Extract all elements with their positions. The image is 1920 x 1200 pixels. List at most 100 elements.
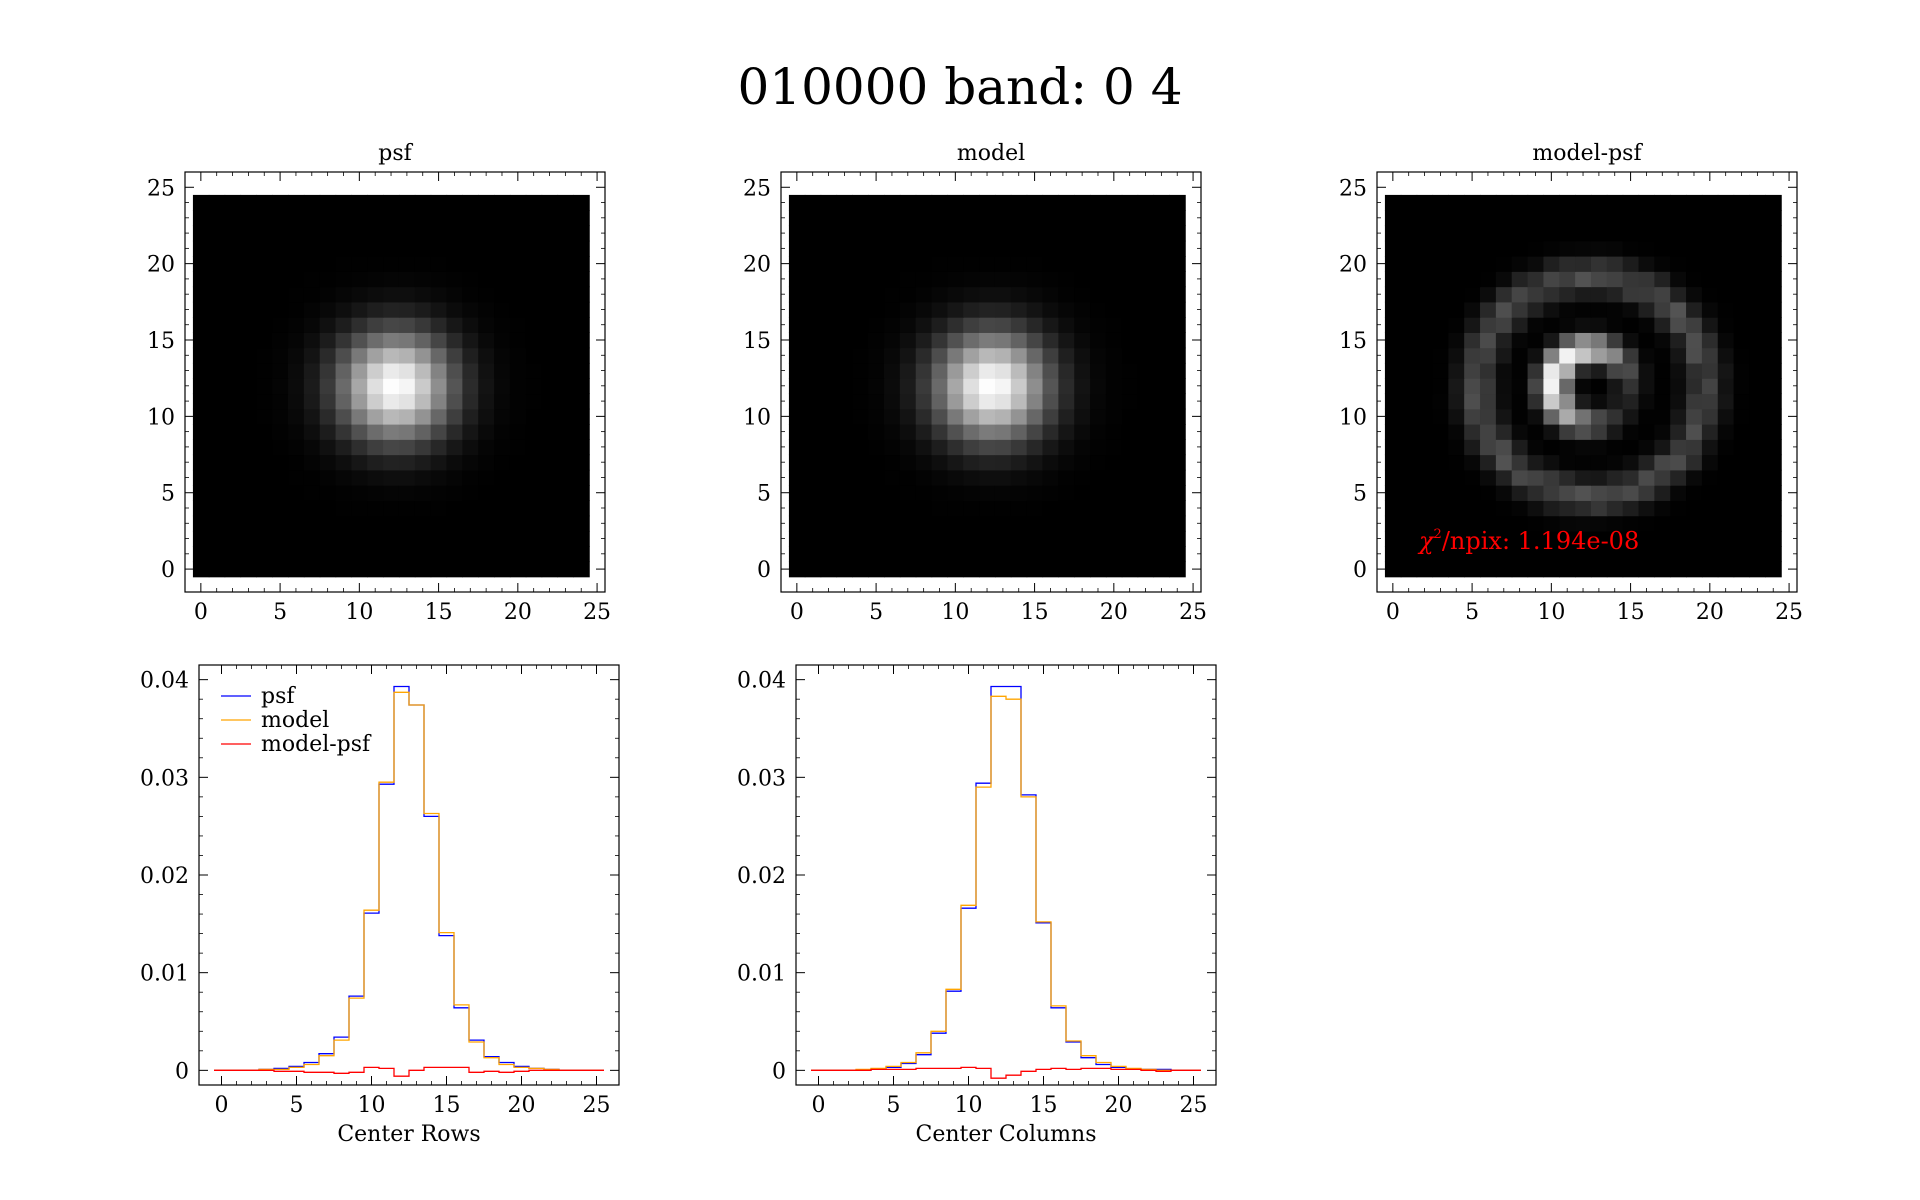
heatmap-cell (478, 362, 495, 379)
heatmap-cell (931, 332, 949, 349)
heatmap-cell (979, 225, 996, 242)
heatmap-cell (1169, 500, 1186, 517)
heatmap-cell (1464, 561, 1481, 578)
heatmap-cell (1749, 347, 1766, 364)
heatmap-cell (852, 530, 869, 547)
heatmap-cell (1448, 424, 1465, 440)
heatmap-cell (367, 194, 384, 211)
heatmap-cell (1575, 439, 1592, 456)
heatmap-cell (1058, 530, 1075, 547)
heatmap-cell (1765, 286, 1782, 303)
heatmap-cell (224, 347, 242, 364)
heatmap-cell (303, 515, 321, 532)
heatmap-cell (788, 485, 806, 501)
heatmap-cell (868, 469, 885, 486)
heatmap-cell (509, 469, 527, 486)
heatmap-cell (1058, 256, 1075, 272)
heatmap-cell (1559, 271, 1576, 288)
heatmap-cell (1495, 332, 1513, 349)
heatmap-cell (525, 500, 543, 517)
heatmap-cell (1701, 256, 1719, 272)
heatmap-cell (1026, 561, 1044, 578)
heatmap-cell (994, 515, 1012, 532)
heatmap-cell (804, 271, 822, 288)
heatmap-cell (1153, 347, 1170, 364)
heatmap-cell (1432, 515, 1449, 532)
heatmap-cell (963, 271, 980, 288)
heatmap-cell (1527, 301, 1545, 318)
heatmap-cell (899, 240, 917, 257)
heatmap-cell (288, 194, 305, 211)
heatmap-cell (494, 424, 511, 440)
heatmap-cell (931, 439, 949, 456)
heatmap-cell (868, 210, 885, 227)
heatmap-cell (573, 210, 590, 227)
heatmap-cell (884, 225, 901, 242)
heatmap-cell (1153, 515, 1170, 532)
heatmap-cell (509, 225, 527, 242)
x-tick-label: 5 (1465, 600, 1479, 625)
heatmap-cell (1686, 301, 1703, 318)
heatmap-cell (788, 530, 806, 547)
x-tick-label: 25 (1179, 600, 1207, 625)
heatmap-cell (820, 515, 838, 532)
heatmap-cell (1575, 378, 1592, 395)
heatmap-cell (1464, 378, 1481, 395)
heatmap-cell (1432, 546, 1449, 563)
heatmap-cell (192, 439, 210, 456)
heatmap-cell (1464, 332, 1481, 349)
heatmap-cell (446, 347, 463, 364)
heatmap-cell (557, 362, 574, 379)
heatmap-cell (288, 546, 305, 563)
heatmap-cell (335, 530, 353, 547)
heatmap-cell (1400, 317, 1418, 333)
heatmap-cell (303, 317, 321, 333)
heatmap-cell (1590, 240, 1608, 257)
heatmap-cell (1010, 454, 1028, 471)
heatmap-cell (557, 256, 574, 272)
heatmap-cell (541, 515, 559, 532)
heatmap-cell (979, 256, 996, 272)
heatmap-cell (478, 454, 495, 471)
heatmap-cell (1717, 286, 1735, 303)
heatmap-cell (1606, 301, 1624, 318)
heatmap-cell (979, 378, 996, 395)
heatmap-cell (899, 286, 917, 303)
heatmap-cell (1400, 362, 1418, 379)
heatmap-cell (573, 546, 590, 563)
heatmap-cell (1527, 485, 1545, 501)
heatmap-cell (1717, 439, 1735, 456)
heatmap-cell (319, 240, 337, 257)
x-tick-label: 10 (358, 1093, 386, 1118)
heatmap-cell (1701, 240, 1719, 257)
heatmap-cell (224, 194, 242, 211)
heatmap-cell (994, 424, 1012, 440)
heatmap-cell (1495, 240, 1513, 257)
heatmap-cell (288, 286, 305, 303)
heatmap-cell (240, 454, 257, 471)
heatmap-cell (820, 500, 838, 517)
heatmap-cell (899, 378, 917, 395)
heatmap-cell (1432, 240, 1449, 257)
heatmap-cell (1010, 317, 1028, 333)
heatmap-cell (541, 362, 559, 379)
heatmap-cell (788, 210, 806, 227)
heatmap-cell (1622, 515, 1640, 532)
heatmap-cell (1606, 439, 1624, 456)
heatmap-cell (1733, 332, 1751, 349)
heatmap-cell (1026, 530, 1044, 547)
heatmap-cell (1765, 500, 1782, 517)
heatmap-cell (1432, 225, 1449, 242)
heatmap-cell (1169, 225, 1186, 242)
heatmap-cell (836, 286, 853, 303)
heatmap-cell (1042, 317, 1059, 333)
heatmap-cell (1543, 515, 1560, 532)
heatmap-cell (478, 561, 495, 578)
heatmap-cell (462, 454, 479, 471)
x-tick-label: 10 (955, 1093, 983, 1118)
heatmap-cell (446, 500, 463, 517)
heatmap-cell (963, 240, 980, 257)
heatmap-cell (1464, 317, 1481, 333)
heatmap-cell (1559, 408, 1576, 425)
heatmap-cell (1511, 393, 1529, 410)
